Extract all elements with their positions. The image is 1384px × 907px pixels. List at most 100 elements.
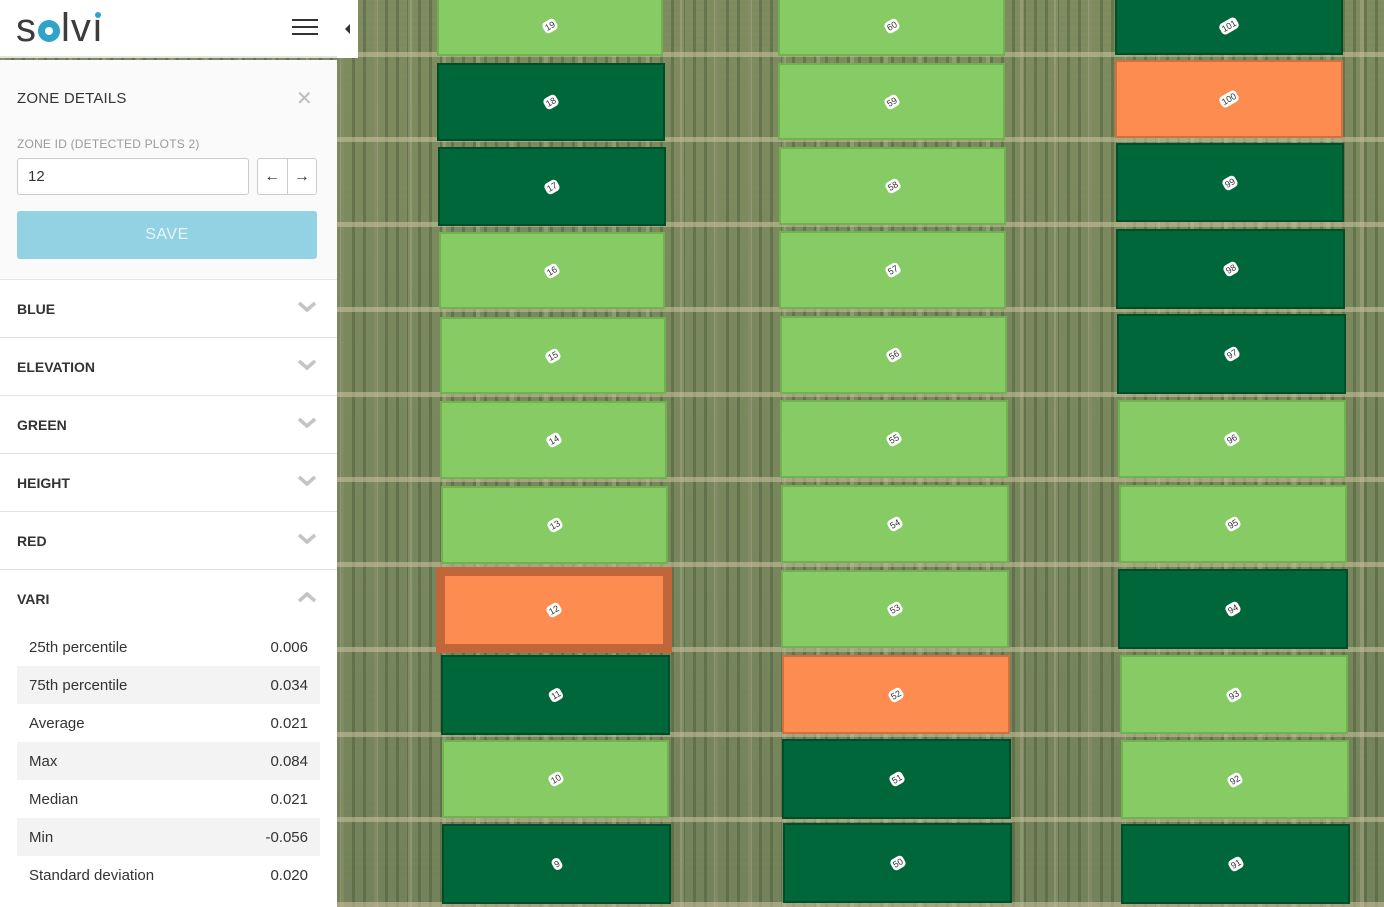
plot-17[interactable]: 17 xyxy=(438,147,666,226)
plot-label: 96 xyxy=(1222,430,1242,448)
collapse-sidebar-button[interactable] xyxy=(337,0,358,58)
stat-value: -0.056 xyxy=(265,828,308,846)
plot-label: 93 xyxy=(1224,685,1244,704)
plot-91[interactable]: 91 xyxy=(1121,824,1350,904)
stat-label: Max xyxy=(29,752,58,770)
plot-50[interactable]: 50 xyxy=(783,823,1012,903)
plot-label: 91 xyxy=(1226,855,1245,873)
plot-13[interactable]: 13 xyxy=(441,486,668,564)
plot-15[interactable]: 15 xyxy=(440,317,666,394)
logo-i-dot xyxy=(95,12,102,18)
plot-label: 95 xyxy=(1223,515,1243,533)
plot-label: 60 xyxy=(882,17,901,35)
solvi-logo[interactable]: s lvı xyxy=(16,6,105,50)
hamburger-icon[interactable] xyxy=(292,19,318,37)
plot-label: 19 xyxy=(540,17,560,35)
arrow-right-icon[interactable]: → xyxy=(293,167,310,185)
plot-label: 10 xyxy=(546,770,565,788)
stat-row-max: Max 0.084 xyxy=(17,742,320,780)
plot-93[interactable]: 93 xyxy=(1120,655,1348,734)
plot-96[interactable]: 96 xyxy=(1118,400,1346,478)
plot-18[interactable]: 18 xyxy=(437,63,665,141)
save-button[interactable]: SAVE xyxy=(17,211,317,259)
plot-59[interactable]: 59 xyxy=(778,63,1005,140)
stat-row-25th-percentile: 25th percentile 0.006 xyxy=(17,628,320,666)
plot-92[interactable]: 92 xyxy=(1121,740,1349,819)
chevron-down-icon xyxy=(298,301,316,313)
stat-row-median: Median 0.021 xyxy=(17,780,320,818)
stat-value: 0.034 xyxy=(270,676,308,694)
plot-label: 99 xyxy=(1220,173,1240,192)
plot-label: 12 xyxy=(544,601,564,619)
accordion-label: GREEN xyxy=(17,417,67,433)
plot-57[interactable]: 57 xyxy=(779,231,1006,309)
plot-56[interactable]: 56 xyxy=(780,316,1007,394)
plot-10[interactable]: 10 xyxy=(442,740,669,818)
plot-label: 100 xyxy=(1217,89,1241,109)
chevron-up-icon xyxy=(298,591,316,603)
plot-label: 98 xyxy=(1221,260,1240,278)
plot-95[interactable]: 95 xyxy=(1119,485,1347,563)
plot-label: 57 xyxy=(883,261,902,279)
accordion-red[interactable]: RED xyxy=(0,512,337,570)
stat-value: 0.006 xyxy=(270,638,308,656)
chevron-down-icon xyxy=(298,533,316,545)
accordion-height[interactable]: HEIGHT xyxy=(0,454,337,512)
plot-label: 59 xyxy=(882,92,901,111)
plot-label: 9 xyxy=(549,856,564,872)
plot-11[interactable]: 11 xyxy=(441,655,670,735)
plot-label: 13 xyxy=(545,516,564,534)
plot-label: 94 xyxy=(1223,600,1243,618)
stat-row-75th-percentile: 75th percentile 0.034 xyxy=(17,666,320,704)
plot-58[interactable]: 58 xyxy=(779,147,1006,225)
sidebar: ZONE DETAILS ✕ ZONE ID (DETECTED PLOTS 2… xyxy=(0,60,337,907)
plot-label: 51 xyxy=(887,770,906,788)
stat-label: Standard deviation xyxy=(29,866,155,884)
plot-54[interactable]: 54 xyxy=(781,485,1009,563)
accordion-elevation[interactable]: ELEVATION xyxy=(0,338,337,396)
plot-label: 17 xyxy=(542,177,562,196)
stat-label: Average xyxy=(29,714,85,732)
plot-98[interactable]: 98 xyxy=(1116,229,1345,309)
accordion-label: ELEVATION xyxy=(17,359,96,375)
plot-99[interactable]: 99 xyxy=(1116,143,1344,222)
arrow-left-icon[interactable]: ← xyxy=(258,159,288,194)
plot-label: 52 xyxy=(886,685,906,704)
plot-51[interactable]: 51 xyxy=(782,739,1011,819)
zone-details-title: ZONE DETAILS xyxy=(17,90,127,107)
plot-9[interactable]: 9 xyxy=(442,824,671,904)
stat-value: 0.084 xyxy=(270,752,308,770)
app-header: s lvı xyxy=(0,0,337,58)
plot-100[interactable]: 100 xyxy=(1115,60,1343,138)
plot-label: 14 xyxy=(544,431,563,449)
stat-row-min: Min -0.056 xyxy=(17,818,320,856)
plot-16[interactable]: 16 xyxy=(439,232,665,309)
plot-53[interactable]: 53 xyxy=(781,570,1009,648)
plot-label: 56 xyxy=(884,346,903,364)
stat-row-standard-deviation: Standard deviation 0.020 xyxy=(17,856,320,894)
plot-19[interactable]: 19 xyxy=(437,0,663,56)
plot-12-selected[interactable]: 12 xyxy=(436,567,672,653)
close-icon[interactable]: ✕ xyxy=(296,88,313,110)
zone-details-panel: ZONE DETAILS ✕ ZONE ID (DETECTED PLOTS 2… xyxy=(0,60,337,280)
plot-label: 50 xyxy=(888,854,907,872)
plot-label: 11 xyxy=(546,686,565,704)
accordion-green[interactable]: GREEN xyxy=(0,396,337,454)
zone-id-input[interactable] xyxy=(17,158,249,195)
plot-60[interactable]: 60 xyxy=(778,0,1005,56)
plot-94[interactable]: 94 xyxy=(1118,569,1348,649)
plot-101[interactable]: 101 xyxy=(1115,0,1343,55)
accordion-vari[interactable]: VARI xyxy=(0,570,337,628)
chevron-down-icon xyxy=(298,417,316,429)
accordion-blue[interactable]: BLUE xyxy=(0,280,337,338)
stat-label: Min xyxy=(29,828,54,846)
vari-stats-table: 25th percentile 0.006 75th percentile 0.03… xyxy=(0,628,337,894)
plot-97[interactable]: 97 xyxy=(1117,314,1346,394)
plot-14[interactable]: 14 xyxy=(440,401,667,479)
logo-o-mark xyxy=(38,20,60,42)
stat-value: 0.021 xyxy=(270,714,308,732)
plot-52[interactable]: 52 xyxy=(782,655,1010,734)
plot-55[interactable]: 55 xyxy=(780,400,1008,478)
chevron-down-icon xyxy=(298,475,316,487)
